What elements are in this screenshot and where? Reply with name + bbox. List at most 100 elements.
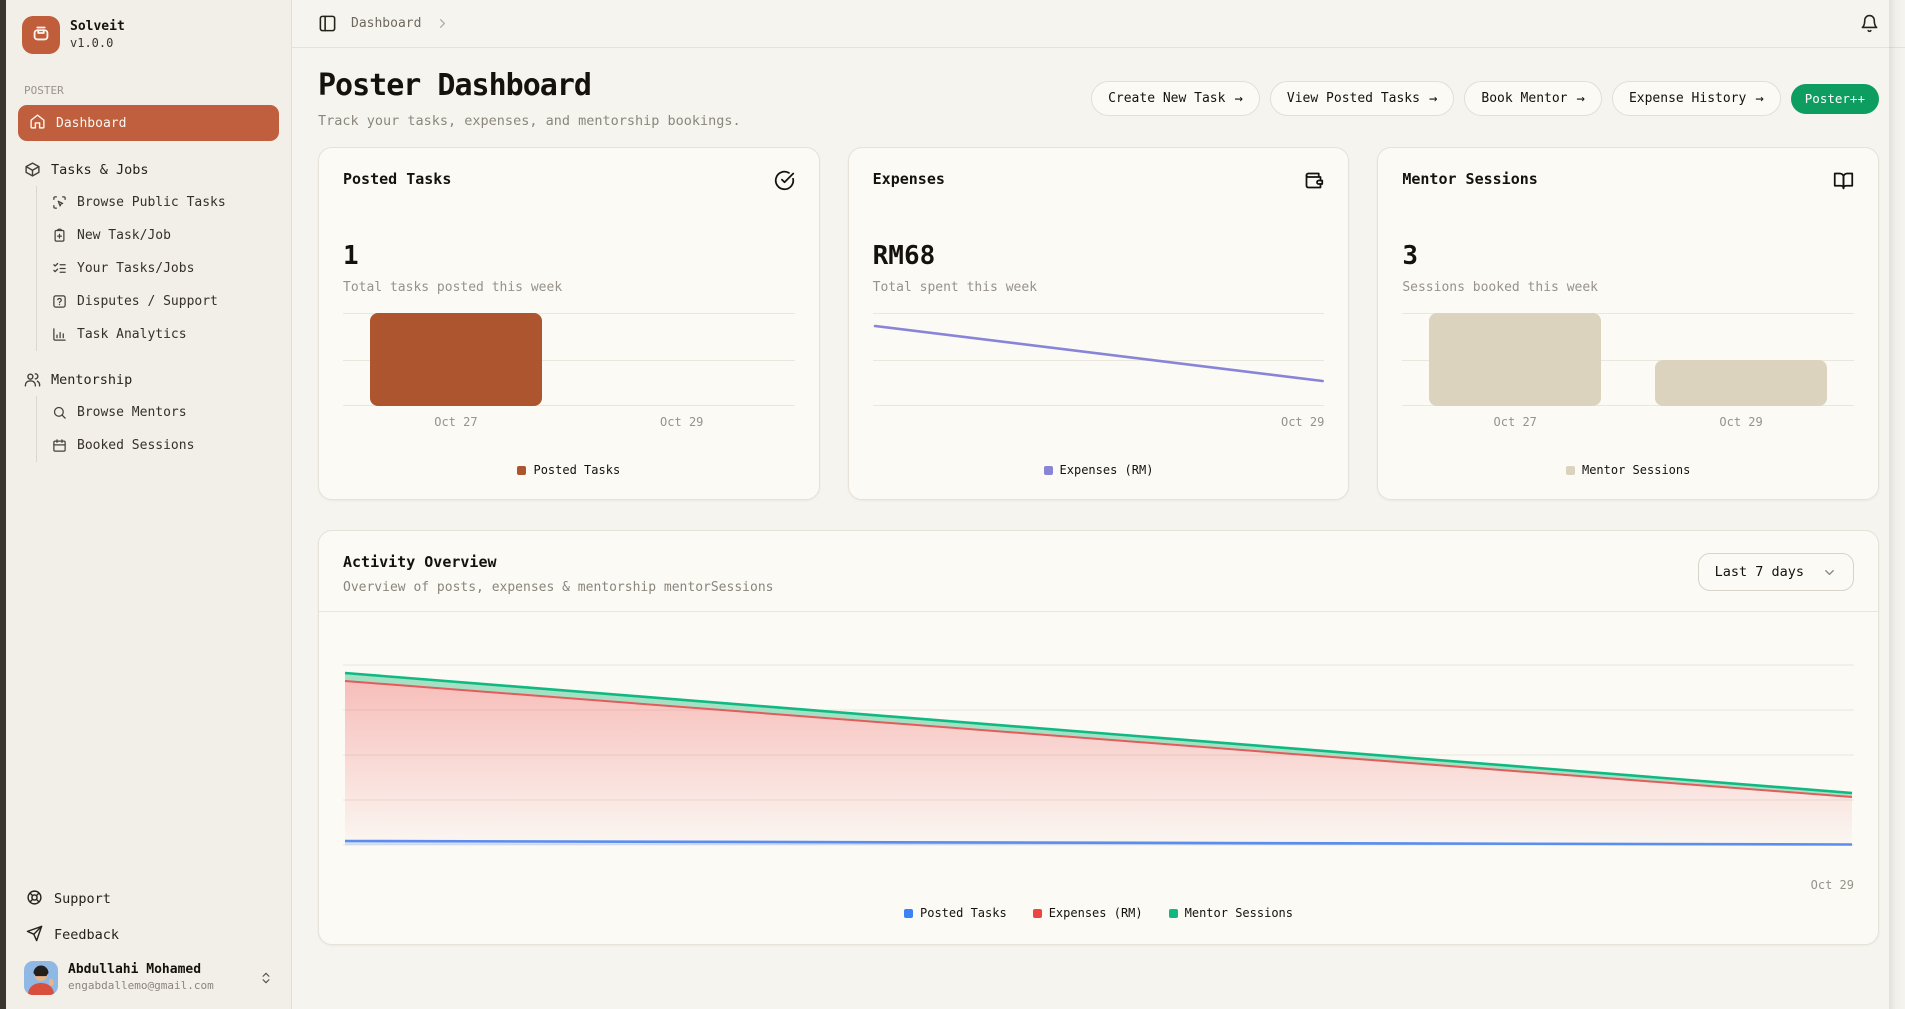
sidebar-item-label: Task Analytics [77,327,187,342]
posted-tasks-card: Posted Tasks 1 Total tasks posted this w… [318,147,820,500]
sidebar-toggle-icon[interactable] [318,14,337,33]
expense-history-button[interactable]: Expense History → [1611,81,1781,116]
sidebar-group-label: Tasks & Jobs [51,161,149,178]
scan-search-icon [52,195,67,210]
sidebar-item-task-analytics[interactable]: Task Analytics [37,318,279,351]
bar-oct-27 [1429,313,1602,406]
poster-plus-badge[interactable]: Poster++ [1790,83,1879,114]
book-mentor-button[interactable]: Book Mentor → [1464,81,1602,116]
x-tick: Oct 29 [1280,415,1325,429]
sidebar-item-label: Browse Mentors [77,405,187,420]
arrow-right-icon: → [1755,90,1764,107]
bot-icon [30,22,52,48]
activity-overview-card: Activity Overview Overview of posts, exp… [318,530,1879,945]
sidebar-item-browse-public-tasks[interactable]: Browse Public Tasks [37,186,279,219]
stat-value: 1 [343,241,359,271]
app-logo-row: Solveit v1.0.0 [18,14,279,56]
topbar: Dashboard [292,0,1905,48]
legend-swatch-posted-tasks [904,908,913,918]
x-tick: Oct 29 [1719,415,1763,429]
clipboard-plus-icon [52,228,67,243]
bell-icon[interactable] [1860,14,1879,33]
page-actions: Create New Task → View Posted Tasks → Bo… [1091,81,1879,116]
legend-swatch [517,465,527,475]
sidebar-item-feedback[interactable]: Feedback [18,917,279,953]
legend-label: Expenses (RM) [1059,463,1154,477]
legend-label: Expenses (RM) [1048,906,1143,920]
legend-swatch [1565,465,1575,475]
sidebar-item-browse-mentors[interactable]: Browse Mentors [37,396,279,429]
mentor-sessions-mini-chart [1402,313,1854,406]
sidebar-item-new-task-job[interactable]: New Task/Job [37,219,279,252]
legend-swatch-mentor-sessions [1168,908,1178,918]
expenses-card: Expenses RM68 Total spent this week Oct … [847,147,1350,500]
sidebar-item-label: New Task/Job [77,228,171,243]
scrollbar[interactable] [1889,0,1905,1009]
user-name: Abdullahi Mohamed [68,962,202,978]
card-title: Posted Tasks [343,170,452,188]
check-circle-icon [774,170,795,191]
window-edge [0,0,6,1009]
sidebar-item-support[interactable]: Support [18,881,279,917]
range-select-value: Last 7 days [1714,564,1804,580]
activity-legend: Posted Tasks Expenses (RM) Mentor Sessio… [319,892,1878,944]
arrow-right-icon: → [1428,90,1438,107]
breadcrumb[interactable]: Dashboard [351,16,422,31]
legend-label: Mentor Sessions [1581,463,1691,477]
user-email: engabdallemo@gmail.com [68,979,214,993]
x-tick: Oct 27 [1493,415,1537,429]
chevrons-up-down-icon [259,971,273,985]
stat-caption: Total spent this week [872,280,1038,295]
book-open-icon [1833,170,1854,191]
sidebar-section-label: POSTER [24,84,64,97]
button-label: View Posted Tasks [1286,91,1420,106]
mentor-sessions-card: Mentor Sessions 3 Sessions booked this w… [1377,147,1879,500]
sidebar-item-label: Your Tasks/Jobs [77,261,195,276]
x-tick: Oct 29 [1810,878,1854,892]
main-content: Dashboard Poster Dashboard Track your ta… [292,0,1905,1009]
sidebar-group-tasks-jobs[interactable]: Tasks & Jobs [24,161,273,178]
card-title: Expenses [872,170,945,188]
legend-label: Posted Tasks [920,906,1007,920]
stat-value: 3 [1402,241,1418,271]
chevron-down-icon [1822,565,1837,580]
chart-legend: Posted Tasks [343,463,795,477]
sidebar-item-disputes-support[interactable]: Disputes / Support [37,285,279,318]
chart-legend: Expenses (RM) [873,463,1325,477]
button-label: Create New Task [1108,91,1226,106]
footer-item-label: Feedback [54,927,120,943]
activity-subtitle: Overview of posts, expenses & mentorship… [343,580,774,595]
expenses-mini-chart [872,313,1325,406]
page-subtitle: Track your tasks, expenses, and mentorsh… [318,113,741,129]
life-buoy-icon [26,889,43,910]
arrow-right-icon: → [1576,90,1585,107]
sidebar-item-booked-sessions[interactable]: Booked Sessions [37,429,279,462]
bar-oct-27 [370,313,542,406]
app-name: Solveit [70,19,125,35]
bar-chart-icon [52,327,67,342]
button-label: Book Mentor [1481,91,1568,106]
date-range-select[interactable]: Last 7 days [1697,553,1854,591]
package-icon [24,161,41,178]
home-icon [29,113,46,134]
search-icon [52,405,67,420]
x-tick: Oct 27 [434,415,478,429]
create-new-task-button[interactable]: Create New Task → [1091,81,1260,116]
page-title: Poster Dashboard [318,68,592,103]
sidebar-group-mentorship[interactable]: Mentorship [24,371,273,388]
bar-oct-29 [1655,359,1827,406]
x-tick: Oct 29 [660,415,704,429]
sidebar-group-label: Mentorship [51,371,133,388]
chart-legend: Mentor Sessions [1402,463,1854,477]
sidebar-item-dashboard[interactable]: Dashboard [18,105,279,141]
view-posted-tasks-button[interactable]: View Posted Tasks → [1269,81,1455,116]
sidebar-item-label: Booked Sessions [77,438,195,453]
sidebar-item-your-tasks-jobs[interactable]: Your Tasks/Jobs [37,252,279,285]
user-menu[interactable]: Abdullahi Mohamed engabdallemo@gmail.com [18,953,279,997]
legend-label: Mentor Sessions [1184,906,1293,920]
sidebar: Solveit v1.0.0 POSTER Dashboard Tasks & … [6,0,292,1009]
app-logo [22,16,60,54]
activity-title: Activity Overview [343,553,497,571]
card-title: Mentor Sessions [1402,170,1538,188]
